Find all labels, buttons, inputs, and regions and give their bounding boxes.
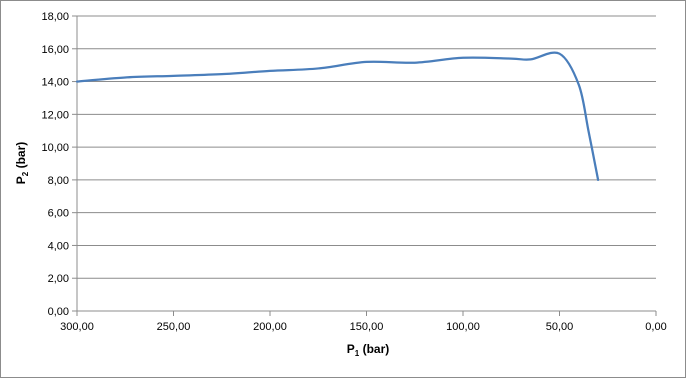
x-tick-label: 0,00: [645, 321, 666, 333]
y-tick-label: 18,00: [41, 11, 69, 23]
y-axis-title: P2 (bar): [14, 142, 30, 184]
series-layer: [75, 51, 600, 182]
x-tick-label: 100,00: [446, 321, 480, 333]
x-tick-label: 250,00: [157, 321, 191, 333]
y-tick-label: 16,00: [41, 44, 69, 56]
x-tick-label: 200,00: [253, 321, 287, 333]
x-axis-title: P1 (bar): [347, 342, 389, 358]
y-tick-label: 2,00: [48, 273, 69, 285]
y-tick-label: 8,00: [48, 175, 69, 187]
series-line: [75, 51, 600, 182]
y-tick-label: 6,00: [48, 208, 69, 220]
gridlines: [77, 15, 656, 279]
y-tick-label: 0,00: [48, 306, 69, 318]
x-tick-label: 150,00: [350, 321, 384, 333]
y-tick-label: 12,00: [41, 109, 69, 121]
y-tick-label: 4,00: [48, 240, 69, 252]
x-tick-label: 300,00: [60, 321, 94, 333]
x-tick-label: 50,00: [546, 321, 574, 333]
tick-labels: 0,00 2,00 4,00 6,00 8,00 10,00 12,00 14,00 16,00…: [41, 11, 666, 333]
y-tick-label: 14,00: [41, 77, 69, 89]
axes: [72, 15, 657, 316]
y-tick-label: 10,00: [41, 142, 69, 154]
